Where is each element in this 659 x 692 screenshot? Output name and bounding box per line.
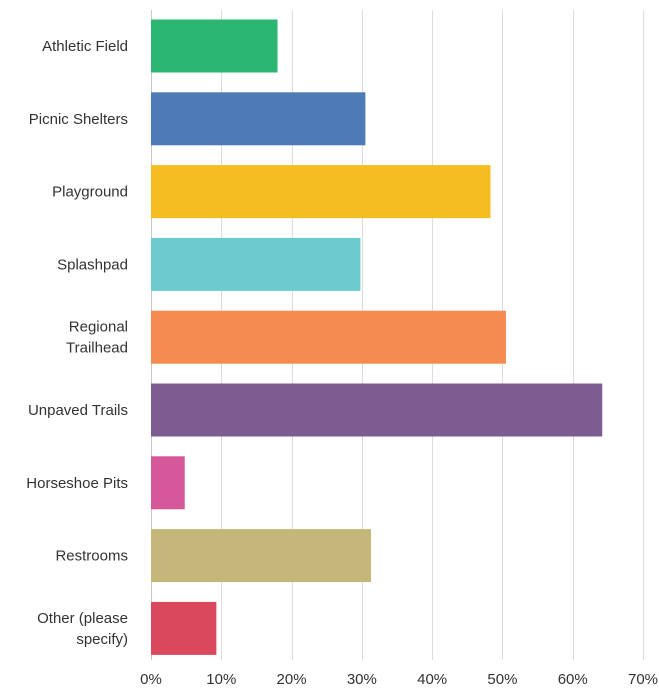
- bar-athletic-field: [151, 19, 278, 73]
- bars-layer: [151, 19, 603, 655]
- bar-restrooms: [151, 529, 371, 583]
- category-label: Regional Trailhead: [66, 319, 128, 357]
- bar-horseshoe-pits: [151, 456, 185, 510]
- bar-splashpad: [151, 237, 361, 291]
- category-labels: Athletic Field Picnic Shelters Playground S…: [26, 38, 128, 648]
- category-label-line: Horseshoe Pits: [26, 475, 128, 492]
- x-tick-label: 60%: [558, 671, 588, 688]
- category-label-line: Picnic Shelters: [29, 111, 128, 128]
- category-label-line: specify): [76, 631, 128, 648]
- x-tick-labels: 0% 10% 20% 30% 40% 50% 60% 70%: [140, 671, 658, 688]
- category-label-line: Trailhead: [66, 340, 128, 357]
- bar-picnic-shelters: [151, 92, 366, 146]
- x-tick-label: 50%: [487, 671, 517, 688]
- x-tick-label: 70%: [628, 671, 658, 688]
- category-label-line: Splashpad: [57, 256, 128, 273]
- x-tick-label: 10%: [206, 671, 236, 688]
- x-tick-label: 30%: [347, 671, 377, 688]
- category-label: Splashpad: [57, 256, 128, 273]
- category-label-line: Regional: [69, 319, 128, 336]
- x-tick-label: 40%: [417, 671, 447, 688]
- bar-playground: [151, 165, 491, 219]
- category-label-line: Other (please: [37, 610, 128, 627]
- bar-other-please-specify: [151, 601, 217, 655]
- category-label: Horseshoe Pits: [26, 475, 128, 492]
- x-tick-label: 0%: [140, 671, 162, 688]
- category-label: Picnic Shelters: [29, 111, 128, 128]
- category-label: Playground: [52, 184, 128, 201]
- category-label-line: Athletic Field: [42, 38, 128, 55]
- category-label-line: Playground: [52, 184, 128, 201]
- bar-unpaved-trails: [151, 383, 603, 437]
- category-label-line: Unpaved Trails: [28, 402, 128, 419]
- category-label: Restrooms: [55, 548, 128, 565]
- bar-regional-trailhead: [151, 310, 506, 364]
- x-tick-label: 20%: [277, 671, 307, 688]
- category-label: Unpaved Trails: [28, 402, 128, 419]
- category-label: Other (please specify): [37, 610, 128, 648]
- category-label: Athletic Field: [42, 38, 128, 55]
- category-label-line: Restrooms: [55, 548, 128, 565]
